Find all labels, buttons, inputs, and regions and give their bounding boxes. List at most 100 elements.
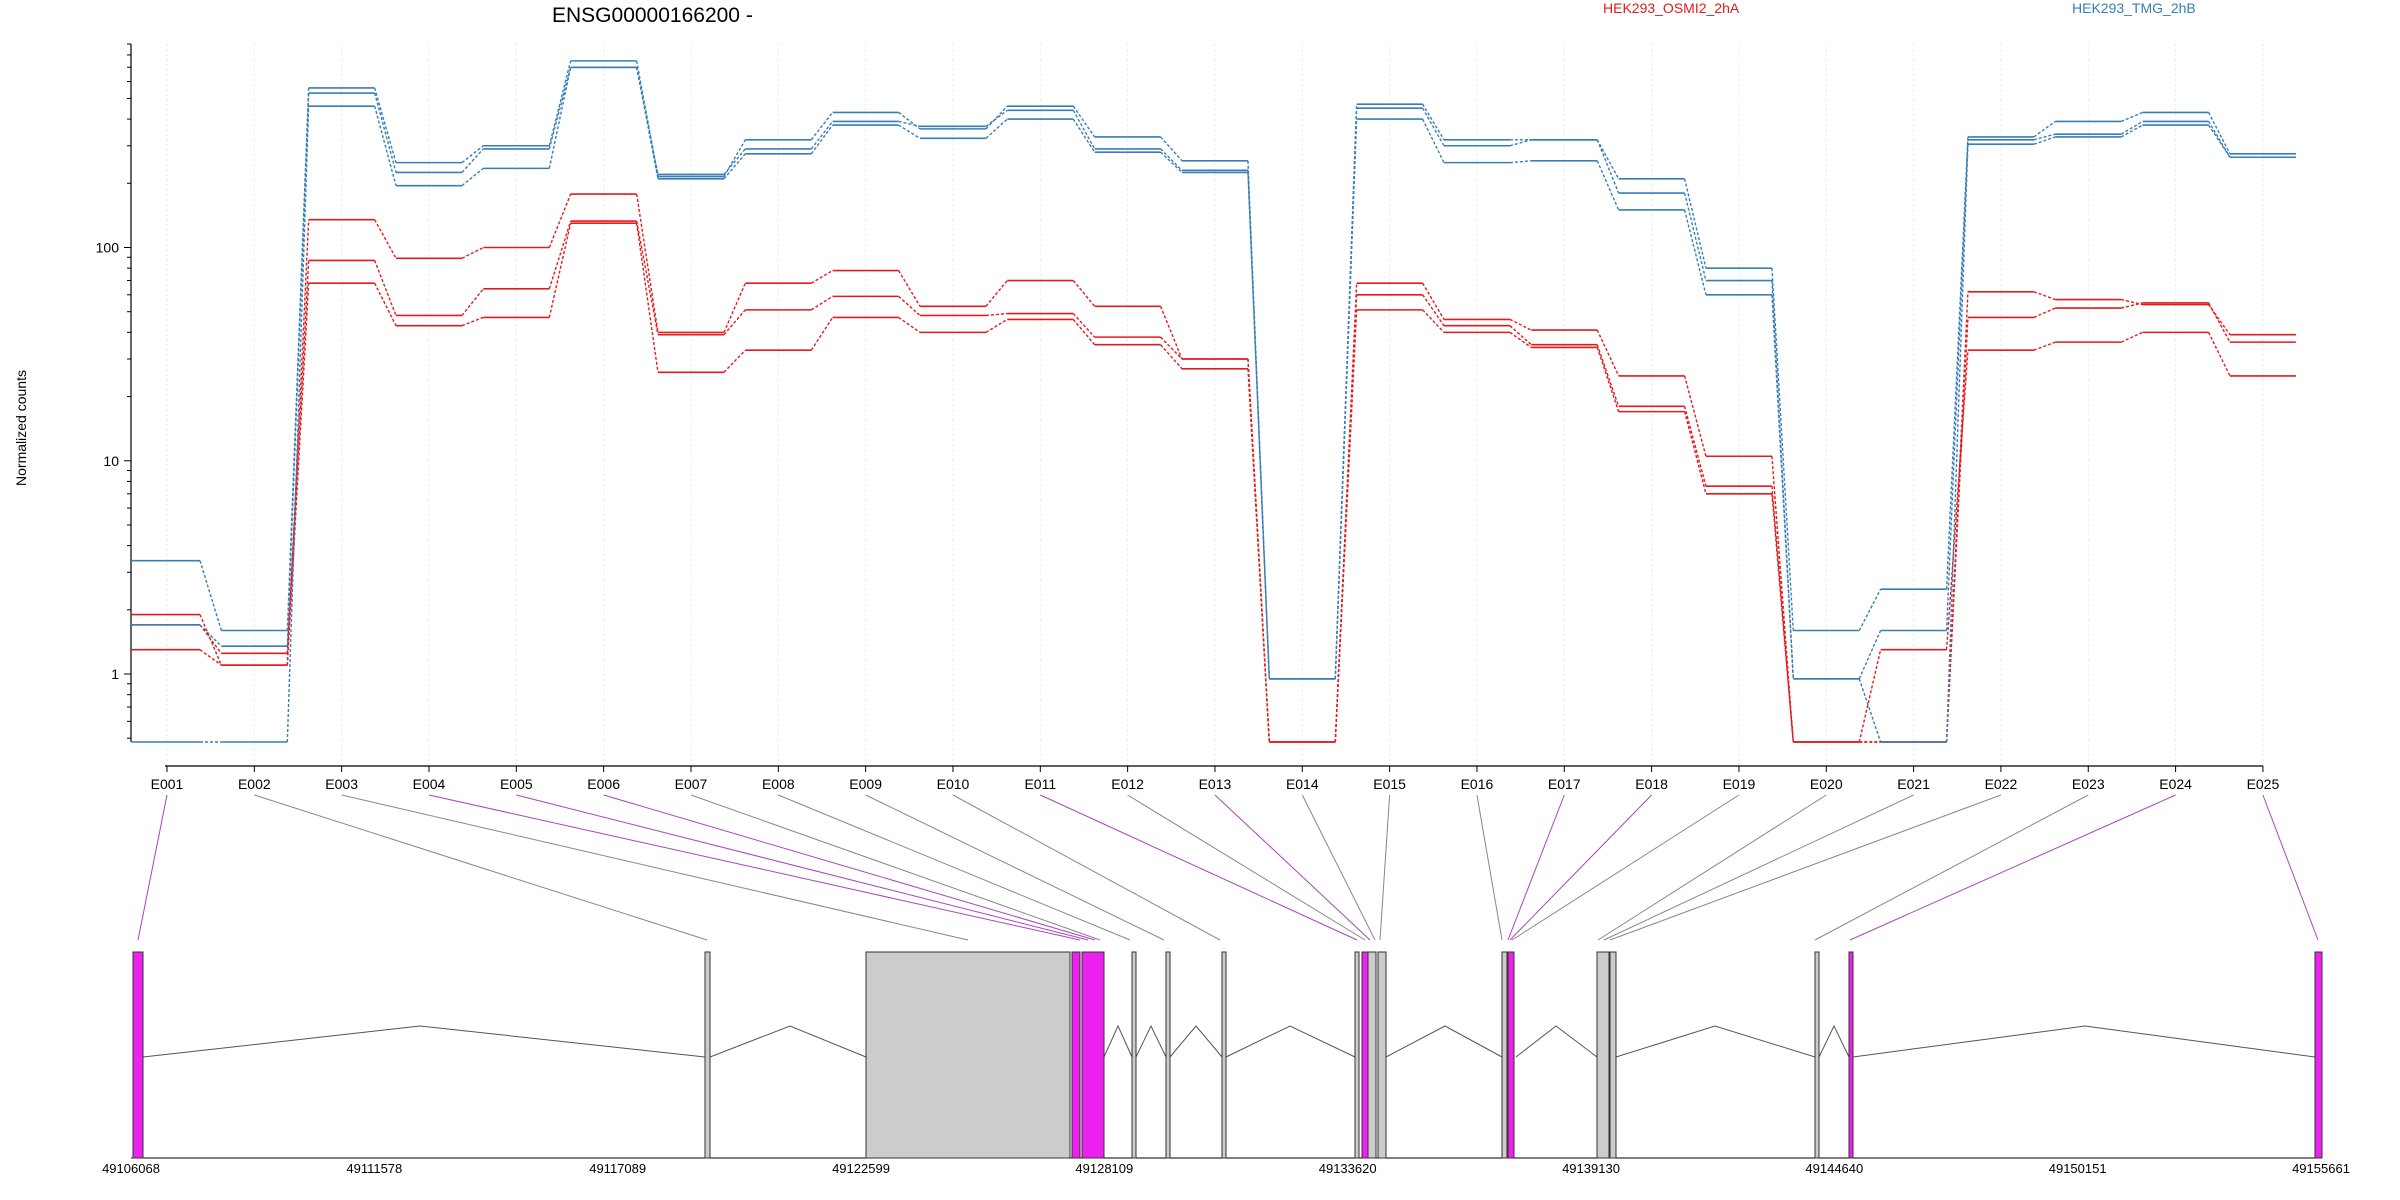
- exon-connector: [778, 794, 1131, 941]
- series-lines: [131, 60, 2296, 743]
- x-tick-label: E013: [1199, 776, 1232, 792]
- exon-box: [1814, 951, 1820, 1159]
- x-tick-label: E001: [151, 776, 184, 792]
- exon-connector: [137, 794, 168, 941]
- data-connector: [1160, 136, 1183, 162]
- x-tick-label: E010: [937, 776, 970, 792]
- data-connector: [199, 624, 222, 647]
- data-connector: [810, 121, 834, 150]
- data-connector: [635, 220, 659, 335]
- exon-connector: [1301, 794, 1376, 941]
- data-connector: [1072, 109, 1096, 150]
- exon-box: [1131, 951, 1137, 1159]
- data-connector: [1509, 331, 1532, 348]
- exon-box: [865, 951, 1071, 1159]
- data-connector: [1072, 105, 1096, 138]
- exon-connector: [1849, 794, 2176, 941]
- y-tick-label: 100: [96, 240, 120, 256]
- exon-box: [1221, 951, 1227, 1159]
- data-connector: [810, 295, 834, 311]
- data-connector: [2207, 332, 2231, 377]
- data-connector: [2121, 302, 2143, 309]
- data-connector: [2207, 112, 2231, 155]
- data-connector: [1858, 649, 1882, 743]
- y-axis: 1 10 100: [96, 43, 132, 742]
- exon-connector: [865, 794, 1165, 941]
- x-tick-label: E017: [1548, 776, 1581, 792]
- exon-box: [704, 951, 711, 1159]
- exon-box: [1596, 951, 1610, 1159]
- data-connector: [1072, 118, 1096, 153]
- data-connector: [810, 124, 834, 155]
- data-connector: [1247, 368, 1270, 743]
- exon-connector: [2262, 794, 2319, 941]
- data-connector: [461, 246, 484, 259]
- data-connector: [898, 111, 921, 130]
- exon-connector: [1379, 794, 1391, 941]
- data-connector: [1596, 160, 1620, 211]
- data-connector: [1247, 172, 1270, 679]
- data-connector: [548, 67, 572, 150]
- data-connector: [548, 67, 572, 169]
- genomic-coordinate-label: 49106068: [102, 1161, 160, 1176]
- exon-connector: [254, 794, 708, 941]
- data-connector: [461, 288, 484, 316]
- data-connector: [1421, 118, 1445, 163]
- exon-box: [1071, 951, 1081, 1159]
- x-tick-label: E005: [500, 776, 533, 792]
- data-connector: [1596, 139, 1620, 194]
- intron-line: [1385, 1025, 1503, 1058]
- legend-entry-osmi2: HEK293_OSMI2_2hA: [1603, 0, 1740, 16]
- data-connector: [374, 282, 397, 326]
- data-connector: [1160, 151, 1183, 173]
- data-connector: [548, 220, 572, 290]
- data-connector: [1596, 329, 1620, 377]
- x-tick-label: E024: [2159, 776, 2192, 792]
- genomic-coordinate-label: 49150151: [2049, 1161, 2107, 1176]
- data-connector: [1422, 309, 1445, 333]
- intron-line: [1225, 1025, 1356, 1058]
- x-tick-label: E002: [238, 776, 271, 792]
- exon-box: [132, 951, 144, 1159]
- data-connector: [2120, 120, 2143, 135]
- x-tick-label: E007: [675, 776, 708, 792]
- data-connector: [898, 295, 921, 317]
- series-osmi2: [131, 220, 2296, 743]
- data-connector: [2033, 133, 2056, 141]
- x-tick-label: E009: [849, 776, 882, 792]
- x-tick-label: E018: [1635, 776, 1668, 792]
- data-connector: [1771, 294, 1794, 679]
- genomic-coordinate-label: 49139130: [1562, 1161, 1620, 1176]
- data-connector: [1422, 103, 1445, 141]
- exon-connector: [1509, 794, 1652, 941]
- genomic-coordinate-label: 49117089: [589, 1161, 646, 1176]
- x-tick-label: E025: [2247, 776, 2280, 792]
- data-connector: [1945, 144, 1969, 743]
- data-connector: [1945, 136, 1969, 590]
- data-connector: [723, 282, 746, 333]
- exon-box: [1501, 951, 1508, 1159]
- data-connector: [1072, 280, 1096, 307]
- data-connector: [1334, 309, 1358, 743]
- data-connector: [1683, 192, 1707, 281]
- data-connector: [199, 614, 222, 666]
- exon-box: [1361, 951, 1369, 1159]
- exon-box: [2314, 951, 2323, 1159]
- data-connector: [1683, 178, 1707, 269]
- exon-connector: [1476, 794, 1503, 941]
- exon-connector: [690, 794, 1101, 941]
- data-connector: [1160, 344, 1183, 370]
- data-connector: [635, 193, 659, 333]
- data-connector: [199, 624, 222, 654]
- data-connector: [1683, 406, 1707, 487]
- genomic-coordinate-label: 49122599: [832, 1161, 890, 1176]
- intron-line: [1615, 1025, 1816, 1058]
- exon-connector: [1127, 794, 1366, 941]
- data-connector: [199, 649, 222, 666]
- vertical-gridlines: [166, 44, 2264, 766]
- exon-connector: [1511, 794, 1740, 941]
- data-connector: [286, 260, 310, 654]
- exon-connector: [428, 794, 1081, 941]
- data-connector: [2033, 307, 2056, 319]
- genomic-coordinate-label: 49155661: [2292, 1161, 2350, 1176]
